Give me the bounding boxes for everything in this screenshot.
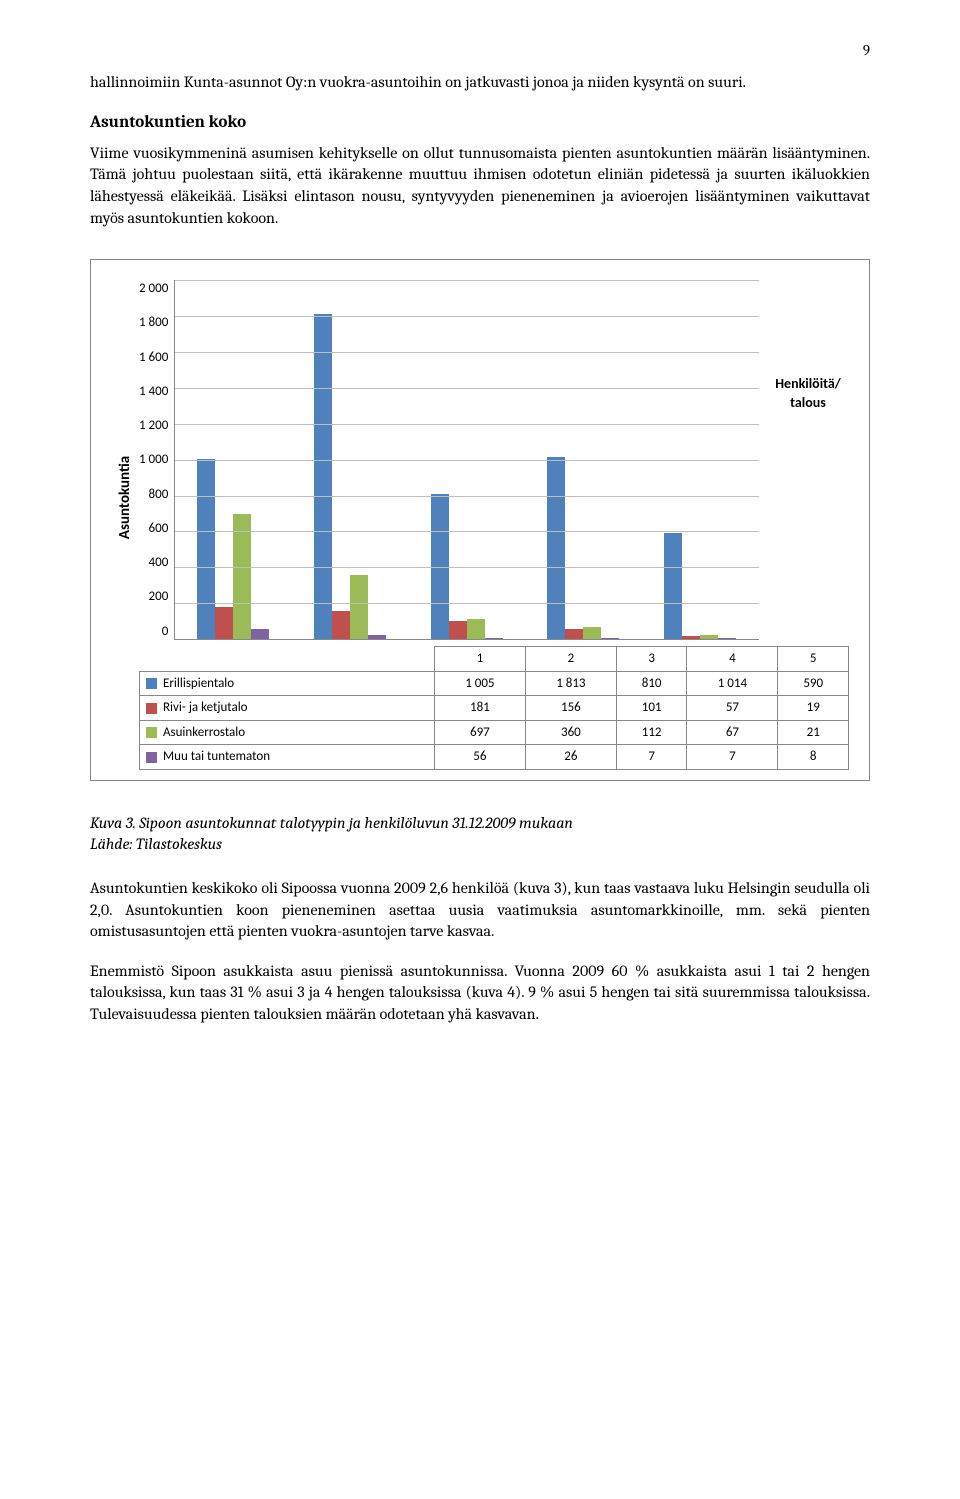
- legend-swatch: [146, 752, 157, 763]
- paragraph-4: Enemmistö Sipoon asukkaista asuu pieniss…: [90, 961, 870, 1026]
- grid-line: [175, 280, 759, 281]
- bar: [664, 533, 682, 639]
- bar: [233, 514, 251, 639]
- series-name: Muu tai tuntematon: [163, 749, 270, 764]
- grid-line: [175, 388, 759, 389]
- y-tick-label: 1 000: [139, 451, 168, 469]
- paragraph-3: Asuntokuntien keskikoko oli Sipoossa vuo…: [90, 878, 870, 943]
- legend-swatch: [146, 703, 157, 714]
- table-col-header: 5: [778, 647, 849, 672]
- table-cell: 26: [525, 745, 616, 770]
- series-name: Rivi- ja ketjutalo: [163, 700, 248, 715]
- table-cell: 1 014: [687, 671, 778, 696]
- y-tick-label: 600: [149, 520, 169, 538]
- y-tick-label: 400: [149, 554, 169, 572]
- grid-line: [175, 460, 759, 461]
- grid-line: [175, 424, 759, 425]
- y-axis-label-wrap: Asuntokuntia: [111, 280, 139, 770]
- right-label-wrap: Henkilöitä/ talous: [759, 280, 849, 640]
- table-cell: 57: [687, 696, 778, 721]
- table-cell: 810: [616, 671, 687, 696]
- table-col-header: 4: [687, 647, 778, 672]
- table-cell: 7: [687, 745, 778, 770]
- chart-plot-area: [174, 280, 759, 640]
- table-cell: 1 813: [525, 671, 616, 696]
- bar: [314, 314, 332, 639]
- bar: [197, 459, 215, 639]
- bar: [700, 635, 718, 639]
- legend-swatch: [146, 678, 157, 689]
- table-row: Erillispientalo 1 0051 8138101 014590: [140, 671, 849, 696]
- bar: [565, 629, 583, 639]
- bar: [251, 629, 269, 639]
- table-cell: 67: [687, 720, 778, 745]
- table-cell: 697: [434, 720, 525, 745]
- y-tick-label: 800: [149, 486, 169, 504]
- y-axis-ticks: 2 000 1 800 1 600 1 400 1 200 1 000 800 600 400 2…: [139, 280, 174, 640]
- table-col-header: 3: [616, 647, 687, 672]
- series-name: Asuinkerrostalo: [163, 725, 245, 740]
- section-heading: Asuntokuntien koko: [90, 112, 870, 135]
- grid-line: [175, 316, 759, 317]
- grid-line: [175, 352, 759, 353]
- bar: [682, 636, 700, 639]
- bar: [368, 635, 386, 640]
- caption-line-1: Kuva 3. Sipoon asuntokunnat talotyypin j…: [90, 814, 573, 832]
- y-axis-label: Asuntokuntia: [115, 511, 135, 539]
- grid-line: [175, 567, 759, 568]
- table-cell: 56: [434, 745, 525, 770]
- bar: [547, 457, 565, 639]
- y-tick-label: 1 200: [139, 417, 168, 435]
- page-number: 9: [90, 40, 870, 60]
- bar: [350, 575, 368, 640]
- chart-data-table: 12345 Erillispientalo 1 0051 8138101 01459…: [139, 646, 849, 770]
- table-col-header: 2: [525, 647, 616, 672]
- table-row: Rivi- ja ketjutalo 1811561015719: [140, 696, 849, 721]
- y-tick-label: 1 800: [139, 314, 168, 332]
- right-label: Henkilöitä/ talous: [767, 375, 849, 413]
- paragraph-1: hallinnoimiin Kunta-asunnot Oy:n vuokra-…: [90, 72, 870, 94]
- bar: [718, 638, 736, 639]
- grid-line: [175, 531, 759, 532]
- series-name: Erillispientalo: [163, 676, 234, 691]
- legend-swatch: [146, 727, 157, 738]
- bar: [583, 627, 601, 639]
- bar: [215, 607, 233, 639]
- y-tick-label: 200: [149, 588, 169, 606]
- table-cell: 101: [616, 696, 687, 721]
- y-tick-label: 0: [162, 623, 169, 641]
- table-cell: 156: [525, 696, 616, 721]
- table-cell: 8: [778, 745, 849, 770]
- bar: [332, 611, 350, 639]
- table-col-header: 1: [434, 647, 525, 672]
- chart-frame: Asuntokuntia 2 000 1 800 1 600 1 400 1 200 1 …: [90, 259, 870, 781]
- y-tick-label: 2 000: [139, 280, 168, 298]
- figure-caption: Kuva 3. Sipoon asuntokunnat talotyypin j…: [90, 813, 870, 856]
- table-cell: 590: [778, 671, 849, 696]
- grid-line: [175, 603, 759, 604]
- table-cell: 360: [525, 720, 616, 745]
- table-row: Muu tai tuntematon5626778: [140, 745, 849, 770]
- paragraph-2: Viime vuosikymmeninä asumisen kehityksel…: [90, 143, 870, 229]
- y-tick-label: 1 600: [139, 349, 168, 367]
- table-cell: 21: [778, 720, 849, 745]
- table-cell: 112: [616, 720, 687, 745]
- table-row: Asuinkerrostalo 6973601126721: [140, 720, 849, 745]
- caption-source: Lähde: Tilastokeskus: [90, 835, 222, 853]
- table-cell: 181: [434, 696, 525, 721]
- bar: [449, 621, 467, 639]
- table-cell: 19: [778, 696, 849, 721]
- bar: [601, 638, 619, 639]
- bar: [485, 638, 503, 639]
- table-cell: 7: [616, 745, 687, 770]
- bar: [467, 619, 485, 639]
- y-tick-label: 1 400: [139, 383, 168, 401]
- table-cell: 1 005: [434, 671, 525, 696]
- grid-line: [175, 496, 759, 497]
